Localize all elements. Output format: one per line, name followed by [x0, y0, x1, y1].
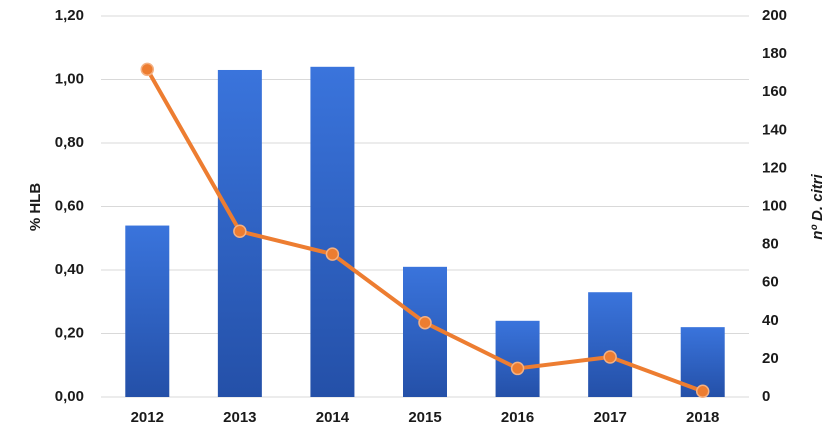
line-marker — [695, 384, 710, 399]
y2-tick-label: 200 — [762, 7, 787, 24]
x-tick-label: 2018 — [686, 409, 719, 426]
y2-tick-label: 0 — [762, 388, 770, 405]
y2-tick-label: 180 — [762, 45, 787, 62]
y-axis-label: % HLB — [27, 183, 44, 232]
bar — [310, 66, 355, 398]
y-tick-label: 0,20 — [55, 324, 84, 341]
x-tick-label: 2015 — [408, 409, 441, 426]
y2-tick-label: 140 — [762, 121, 787, 138]
y2-axis-label: nº D. citri — [809, 173, 826, 239]
line-marker — [510, 361, 525, 376]
y2-tick-label: 100 — [762, 197, 787, 214]
line-marker — [140, 62, 155, 77]
line-marker — [603, 350, 617, 364]
line-marker — [418, 315, 432, 330]
bar — [588, 292, 633, 397]
x-tick-label: 2014 — [316, 409, 350, 426]
bar — [125, 225, 170, 397]
y-tick-label: 0,60 — [55, 197, 84, 214]
y-tick-label: 1,20 — [55, 7, 84, 24]
line-marker — [233, 224, 247, 239]
y2-tick-label: 60 — [762, 274, 779, 291]
x-tick-label: 2016 — [501, 409, 534, 426]
y2-tick-label: 120 — [762, 159, 787, 176]
y2-tick-label: 160 — [762, 83, 787, 100]
y2-tick-label: 80 — [762, 236, 779, 253]
line-marker — [325, 247, 340, 261]
bar — [495, 320, 540, 397]
x-tick-label: 2013 — [223, 409, 256, 426]
y2-tick-label: 20 — [762, 350, 779, 367]
y-tick-label: 1,00 — [55, 70, 84, 87]
y-tick-label: 0,00 — [55, 388, 84, 405]
y2-tick-label: 40 — [762, 312, 779, 329]
y-tick-label: 0,80 — [55, 134, 84, 151]
y-tick-label: 0,40 — [55, 261, 84, 278]
x-tick-label: 2017 — [593, 409, 626, 426]
x-tick-label: 2012 — [131, 409, 164, 426]
